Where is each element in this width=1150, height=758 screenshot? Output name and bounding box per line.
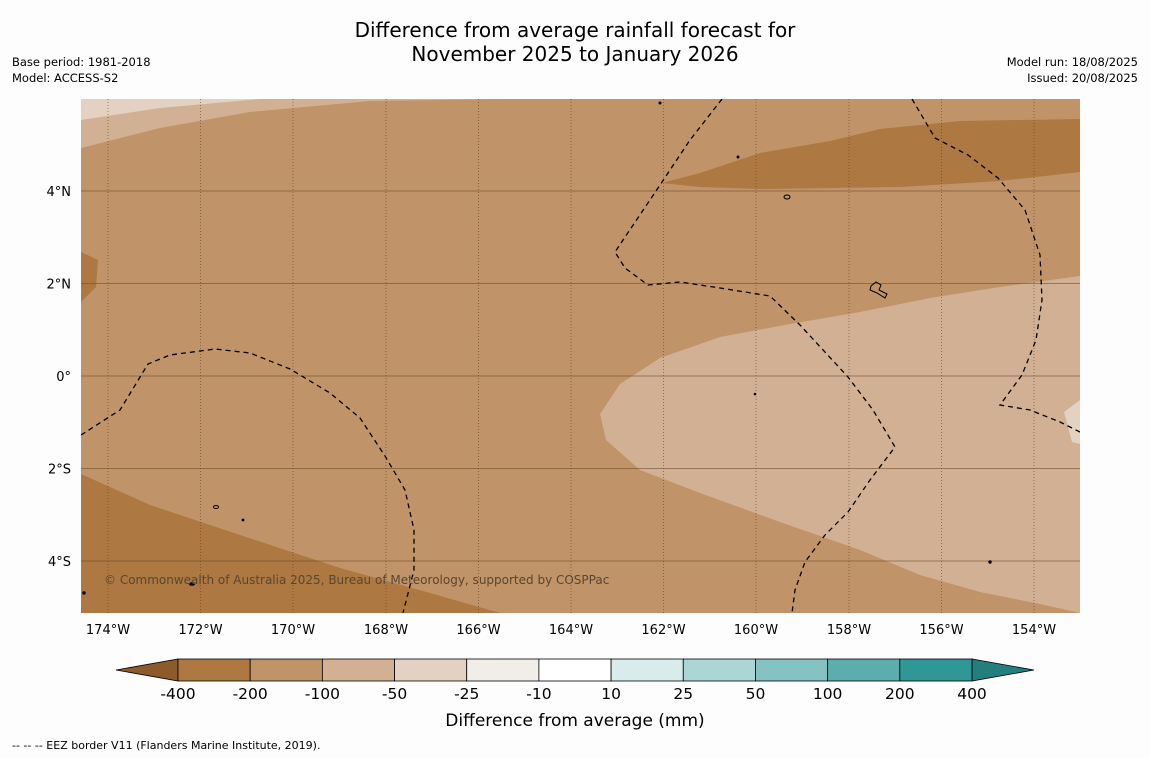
colorbar-tick-label: -10 — [526, 685, 551, 703]
anomaly-dry-west — [81, 252, 98, 302]
colorbar-segment — [177, 658, 251, 682]
lon-label-166w: 166°W — [456, 623, 500, 638]
anomaly-lighter-east — [1064, 400, 1080, 444]
islands — [82, 101, 992, 595]
anomaly-dry-northeast — [662, 119, 1080, 189]
colorbar-extend-high — [971, 658, 1035, 682]
lat-label-2n: 2°N — [47, 278, 72, 293]
colorbar-tick-label: -25 — [454, 685, 479, 703]
colorbar-legend: -400 -200 -100 -50 -25 -10 10 25 50 100 200 400 Dif… — [115, 658, 1035, 731]
lon-label-174w: 174°W — [86, 623, 130, 638]
colorbar-tick-label: -50 — [382, 685, 407, 703]
colorbar-tick-label: 400 — [957, 685, 987, 703]
colorbar-segment — [827, 658, 901, 682]
anomaly-dry-southwest — [81, 474, 500, 613]
meta-left: Base period: 1981-2018 Model: ACCESS-S2 — [12, 54, 151, 86]
colorbar-segment — [538, 658, 612, 682]
lon-label-172w: 172°W — [178, 623, 222, 638]
title-line-2: November 2025 to January 2026 — [411, 42, 739, 66]
colorbar-tick-label: 25 — [673, 685, 693, 703]
lon-label-168w: 168°W — [364, 623, 408, 638]
eez-footnote: -- -- -- EEZ border V11 (Flanders Marine… — [12, 739, 321, 752]
colorbar-segment — [610, 658, 684, 682]
colorbar-segment — [249, 658, 323, 682]
colorbar-segment — [682, 658, 756, 682]
colorbar-segment — [466, 658, 540, 682]
chart-title: Difference from average rainfall forecas… — [0, 18, 1150, 66]
colorbar-segment — [394, 658, 468, 682]
colorbar-segment — [755, 658, 829, 682]
base-period-text: Base period: 1981-2018 — [12, 55, 151, 69]
colorbar-tick-label: -400 — [160, 685, 195, 703]
title-line-1: Difference from average rainfall forecas… — [354, 18, 796, 42]
issued-text: Issued: 20/08/2025 — [1027, 71, 1138, 85]
lon-label-156w: 156°W — [919, 623, 963, 638]
eez-borders — [81, 99, 1080, 613]
colorbar-extend-low — [115, 658, 179, 682]
anomaly-lighter-northwest — [81, 99, 260, 120]
lat-label-4s: 4°S — [48, 555, 71, 570]
colorbar-segment — [321, 658, 395, 682]
lon-label-160w: 160°W — [734, 623, 778, 638]
lon-label-164w: 164°W — [549, 623, 593, 638]
latitude-grid — [81, 190, 1080, 562]
meta-right: Model run: 18/08/2025 Issued: 20/08/2025 — [1007, 54, 1138, 86]
lat-label-0: 0° — [56, 370, 71, 385]
lon-label-170w: 170°W — [271, 623, 315, 638]
colorbar-tick-label: 200 — [885, 685, 915, 703]
colorbar-tick-label: 10 — [601, 685, 621, 703]
anomaly-light-northwest — [81, 99, 500, 148]
lon-label-162w: 162°W — [641, 623, 685, 638]
model-text: Model: ACCESS-S2 — [12, 71, 119, 85]
longitude-labels: 174°W 172°W 170°W 168°W 166°W 164°W 162°… — [86, 623, 1056, 638]
lat-label-4n: 4°N — [47, 185, 72, 200]
latitude-labels: 4°N 2°N 0° 2°S 4°S — [47, 185, 72, 570]
colorbar-tick-label: -200 — [233, 685, 268, 703]
colorbar-tick-label: -100 — [305, 685, 340, 703]
colorbar-segment — [899, 658, 973, 682]
lat-label-2s: 2°S — [48, 463, 71, 478]
lon-label-158w: 158°W — [827, 623, 871, 638]
lon-label-154w: 154°W — [1012, 623, 1056, 638]
copyright-notice: © Commonwealth of Australia 2025, Bureau… — [104, 573, 609, 587]
model-run-text: Model run: 18/08/2025 — [1006, 55, 1138, 69]
colorbar-tick-label: 100 — [813, 685, 843, 703]
colorbar-tick-label: 50 — [746, 685, 766, 703]
map-area: © Commonwealth of Australia 2025, Bureau… — [81, 99, 1080, 613]
anomaly-light-east — [600, 276, 1080, 613]
colorbar-title: Difference from average (mm) — [445, 711, 704, 731]
